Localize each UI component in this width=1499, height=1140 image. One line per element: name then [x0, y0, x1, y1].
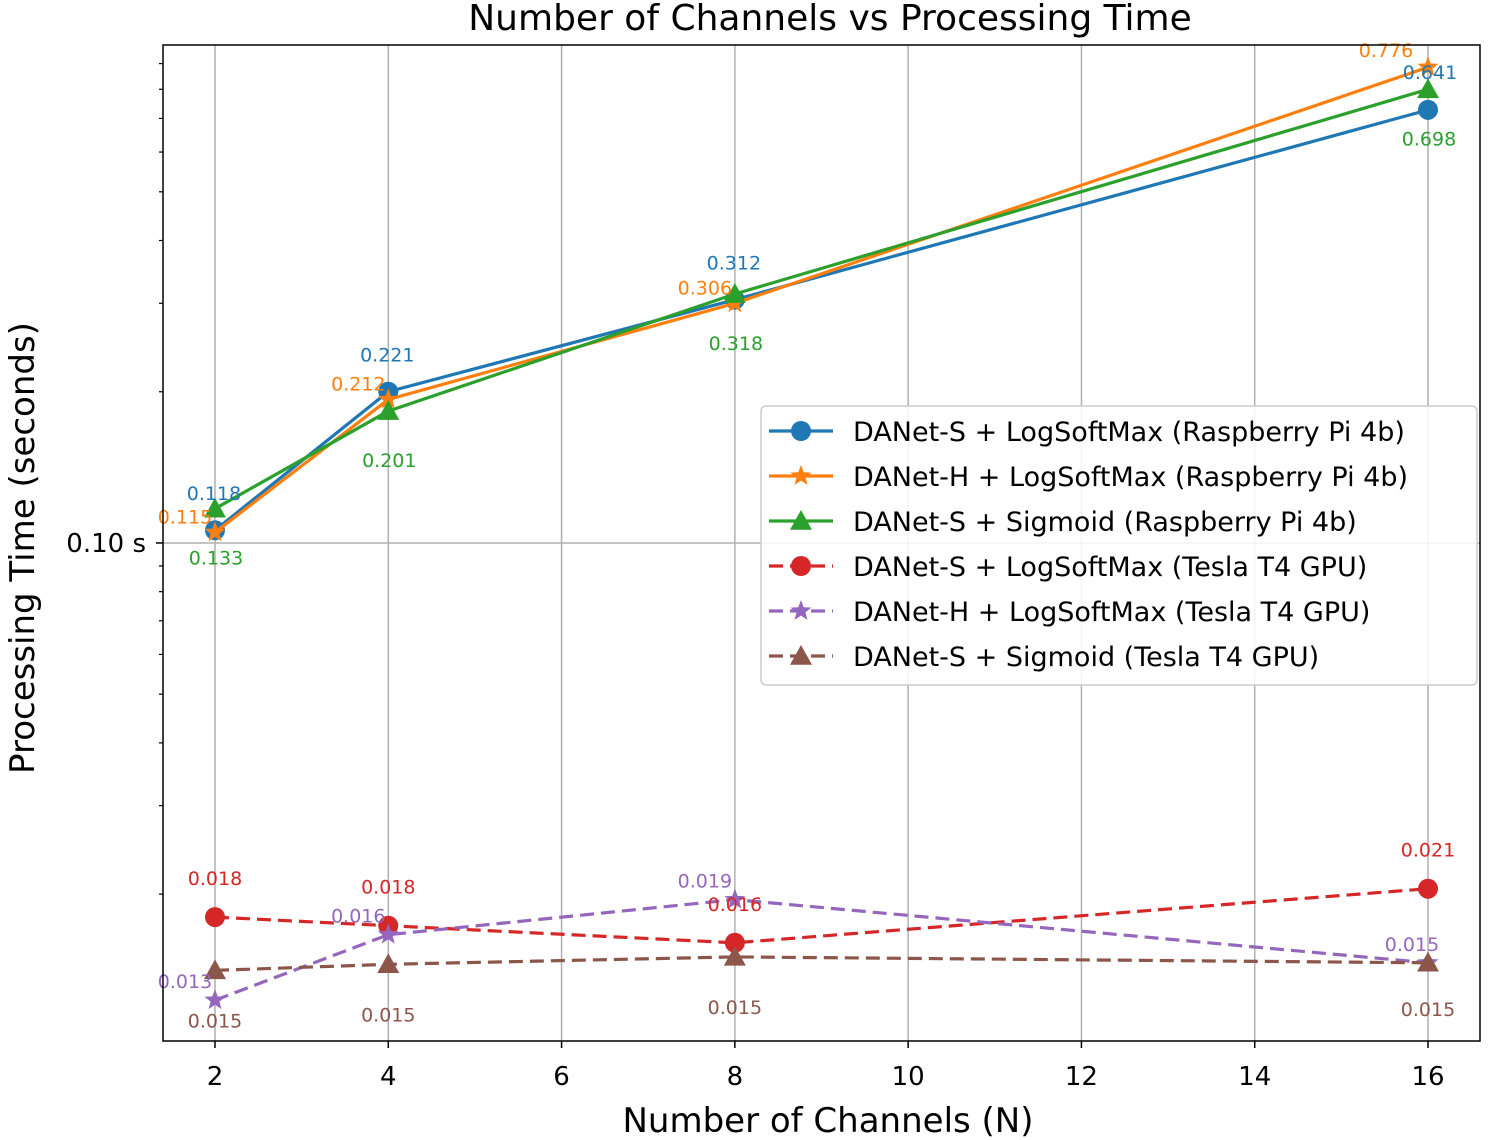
- data-point: [1417, 56, 1439, 77]
- data-point: [1417, 78, 1440, 99]
- legend-box: [760, 405, 1478, 686]
- data-label: 0.115: [158, 506, 212, 528]
- legend-item: DANet-H + LogSoftMax (Raspberry Pi 4b): [769, 462, 1408, 493]
- series-line: [214, 887, 1429, 945]
- data-label: 0.015: [708, 997, 762, 1019]
- data-label: 0.015: [188, 1010, 242, 1032]
- x-axis-label: Number of Channels (N): [622, 1101, 1033, 1140]
- data-label: 0.018: [188, 868, 242, 890]
- legend-label: DANet-S + LogSoftMax (Tesla T4 GPU): [853, 552, 1367, 583]
- legend-item: DANet-S + Sigmoid (Raspberry Pi 4b): [769, 507, 1357, 538]
- plot-frame: [162, 44, 1481, 1042]
- data-label: 0.306: [678, 277, 732, 299]
- data-point: [723, 283, 746, 303]
- x-tick-label: 14: [1238, 1062, 1271, 1092]
- series-4: [204, 878, 1439, 953]
- data-point: [1418, 99, 1439, 120]
- data-point: [724, 888, 746, 909]
- data-label: 0.015: [1385, 934, 1439, 956]
- legend-marker: [790, 600, 812, 620]
- data-label: 0.133: [189, 548, 243, 570]
- data-point: [204, 989, 226, 1010]
- data-label: 0.016: [708, 894, 762, 916]
- x-tick-label: 4: [380, 1062, 397, 1092]
- data-label: 0.015: [361, 1004, 415, 1026]
- series-line: [214, 87, 1429, 511]
- data-label: 0.021: [1401, 840, 1455, 862]
- data-point: [203, 959, 226, 980]
- series-6: [203, 945, 1440, 980]
- data-label: 0.212: [331, 374, 385, 396]
- data-label: 0.641: [1403, 62, 1457, 84]
- axis-ticks: 2 4 6 8 10 12 14 16 0.10 s: [66, 62, 1445, 1092]
- x-tick-label: 16: [1411, 1062, 1444, 1092]
- data-point: [377, 953, 400, 974]
- data-point: [1418, 878, 1439, 899]
- data-label: 0.698: [1402, 128, 1456, 150]
- legend-item: DANet-S + Sigmoid (Tesla T4 GPU): [769, 642, 1319, 673]
- data-point: [723, 945, 746, 966]
- data-label: 0.018: [361, 877, 415, 899]
- x-tick-label: 2: [207, 1062, 224, 1092]
- data-label: 0.015: [1401, 999, 1455, 1021]
- data-label: 0.201: [362, 450, 416, 472]
- data-label: 0.019: [678, 871, 732, 893]
- x-tick-label: 10: [892, 1062, 925, 1092]
- legend: DANet-S + LogSoftMax (Raspberry Pi 4b) DA…: [760, 405, 1478, 686]
- legend-label: DANet-H + LogSoftMax (Tesla T4 GPU): [853, 597, 1370, 628]
- data-label: 0.118: [187, 483, 241, 505]
- legend-label: DANet-S + LogSoftMax (Raspberry Pi 4b): [853, 417, 1405, 448]
- legend-label: DANet-S + Sigmoid (Raspberry Pi 4b): [853, 507, 1357, 538]
- x-tick-label: 6: [553, 1062, 570, 1092]
- series-line: [214, 955, 1429, 972]
- legend-item: DANet-S + LogSoftMax (Raspberry Pi 4b): [769, 417, 1405, 448]
- data-labels: 0.118 0.221 0.312 0.641 0.115 0.212 0.306 0.776…: [158, 40, 1457, 1032]
- series-3: [203, 78, 1440, 518]
- data-point: [204, 907, 225, 928]
- legend-marker: [790, 510, 812, 530]
- data-point: [377, 400, 400, 420]
- legend-marker: [790, 465, 812, 485]
- y-tick-label: 0.10 s: [66, 529, 146, 559]
- legend-label: DANet-S + Sigmoid (Tesla T4 GPU): [853, 642, 1319, 673]
- legend-label: DANet-H + LogSoftMax (Raspberry Pi 4b): [853, 462, 1408, 493]
- x-tick-label: 8: [727, 1062, 744, 1092]
- data-point: [1417, 951, 1440, 972]
- data-point: [204, 521, 226, 542]
- data-point: [724, 932, 745, 953]
- data-point: [377, 923, 399, 944]
- series-layer: [203, 56, 1440, 1010]
- data-point: [203, 497, 226, 518]
- data-label: 0.221: [360, 345, 414, 367]
- chart-title: Number of Channels vs Processing Time: [468, 0, 1191, 39]
- data-label: 0.013: [158, 971, 212, 993]
- legend-marker: [790, 645, 812, 665]
- data-label: 0.312: [707, 253, 761, 275]
- data-point: [377, 388, 399, 409]
- legend-item: DANet-S + LogSoftMax (Tesla T4 GPU): [769, 552, 1367, 583]
- x-tick-label: 12: [1065, 1062, 1098, 1092]
- data-label: 0.318: [709, 333, 763, 355]
- data-label: 0.016: [331, 906, 385, 928]
- legend-marker: [791, 556, 811, 576]
- data-label: 0.776: [1359, 40, 1413, 62]
- legend-item: DANet-H + LogSoftMax (Tesla T4 GPU): [769, 597, 1370, 628]
- legend-marker: [791, 421, 811, 441]
- y-axis-label: Processing Time (seconds): [3, 322, 43, 774]
